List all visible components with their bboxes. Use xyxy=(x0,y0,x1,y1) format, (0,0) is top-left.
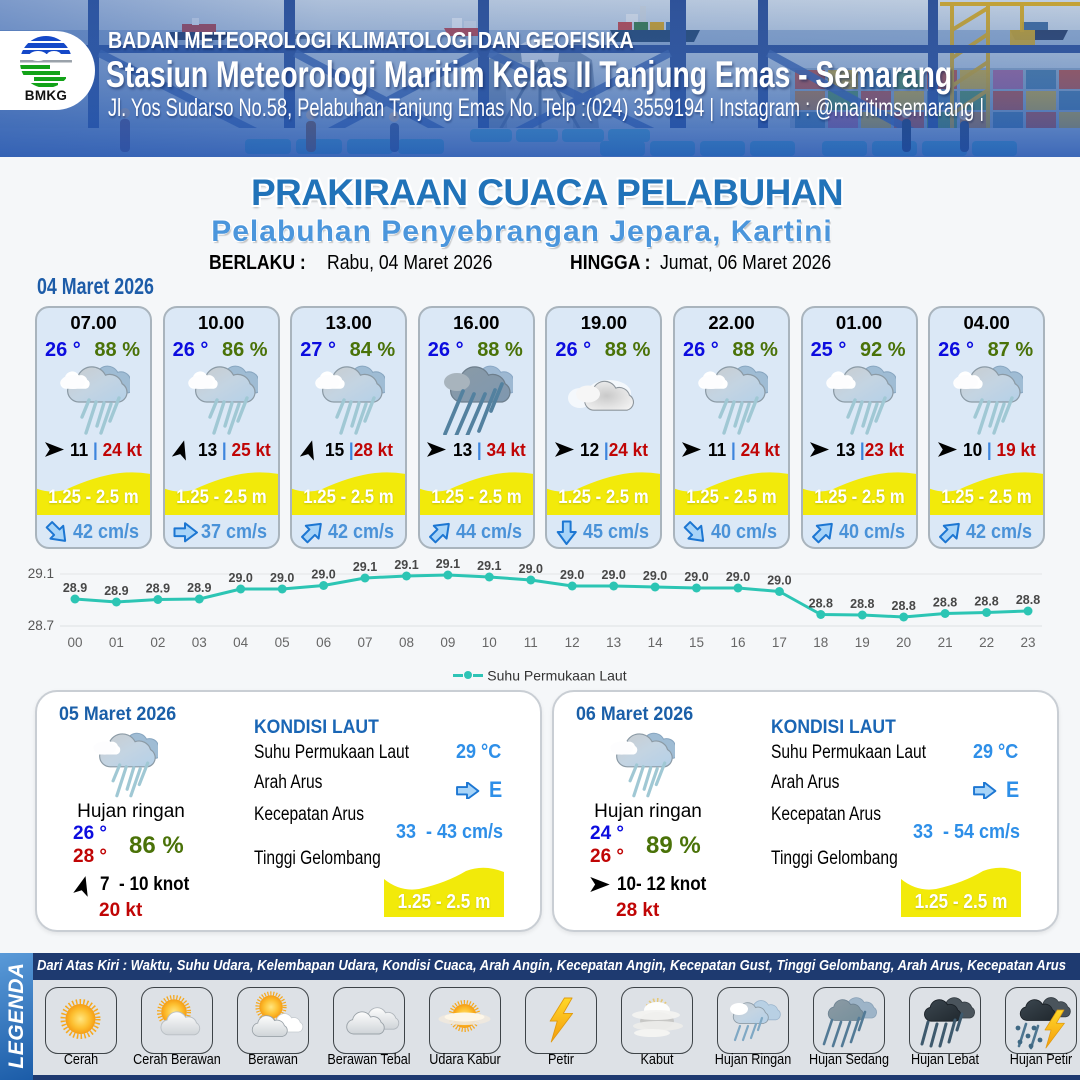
svg-text:00: 00 xyxy=(67,635,82,650)
svg-text:04: 04 xyxy=(233,635,249,650)
svg-text:23: 23 xyxy=(1020,635,1035,650)
svg-text:29.0: 29.0 xyxy=(311,568,335,582)
svg-text:20: 20 xyxy=(896,635,911,650)
svg-text:29.1: 29.1 xyxy=(28,566,54,581)
svg-text:07: 07 xyxy=(357,635,372,650)
svg-text:05: 05 xyxy=(275,635,290,650)
svg-text:10: 10 xyxy=(482,635,497,650)
svg-text:06: 06 xyxy=(316,635,331,650)
svg-text:29.1: 29.1 xyxy=(394,558,418,572)
svg-text:29.0: 29.0 xyxy=(767,574,791,588)
svg-text:28.8: 28.8 xyxy=(974,595,998,609)
svg-text:29.0: 29.0 xyxy=(560,568,584,582)
svg-text:29.0: 29.0 xyxy=(229,571,253,585)
svg-text:29.0: 29.0 xyxy=(270,571,294,585)
svg-text:13: 13 xyxy=(606,635,621,650)
svg-text:12: 12 xyxy=(565,635,580,650)
svg-text:29.1: 29.1 xyxy=(477,559,501,573)
svg-text:17: 17 xyxy=(772,635,787,650)
svg-text:02: 02 xyxy=(150,635,165,650)
svg-text:28.8: 28.8 xyxy=(850,597,874,611)
svg-text:28.8: 28.8 xyxy=(933,596,957,610)
svg-text:21: 21 xyxy=(938,635,953,650)
svg-text:28.8: 28.8 xyxy=(1016,593,1040,607)
svg-text:16: 16 xyxy=(730,635,745,650)
svg-text:08: 08 xyxy=(399,635,414,650)
svg-text:19: 19 xyxy=(855,635,870,650)
svg-text:15: 15 xyxy=(689,635,704,650)
svg-text:01: 01 xyxy=(109,635,124,650)
svg-text:28.9: 28.9 xyxy=(104,584,128,598)
svg-text:28.8: 28.8 xyxy=(892,599,916,613)
svg-text:28.9: 28.9 xyxy=(146,582,170,596)
svg-text:18: 18 xyxy=(813,635,828,650)
svg-text:29.0: 29.0 xyxy=(519,562,543,576)
svg-text:28.9: 28.9 xyxy=(187,581,211,595)
svg-text:22: 22 xyxy=(979,635,994,650)
svg-text:29.1: 29.1 xyxy=(353,560,377,574)
svg-text:28.8: 28.8 xyxy=(809,597,833,611)
svg-text:09: 09 xyxy=(440,635,455,650)
svg-text:28.7: 28.7 xyxy=(28,618,54,633)
svg-text:28.9: 28.9 xyxy=(63,581,87,595)
svg-text:11: 11 xyxy=(524,635,538,650)
svg-text:14: 14 xyxy=(648,635,664,650)
svg-text:29.0: 29.0 xyxy=(684,570,708,584)
svg-text:29.0: 29.0 xyxy=(643,569,667,583)
svg-text:29.0: 29.0 xyxy=(602,568,626,582)
svg-text:29.0: 29.0 xyxy=(726,570,750,584)
svg-text:29.1: 29.1 xyxy=(436,557,460,571)
svg-text:03: 03 xyxy=(192,635,207,650)
